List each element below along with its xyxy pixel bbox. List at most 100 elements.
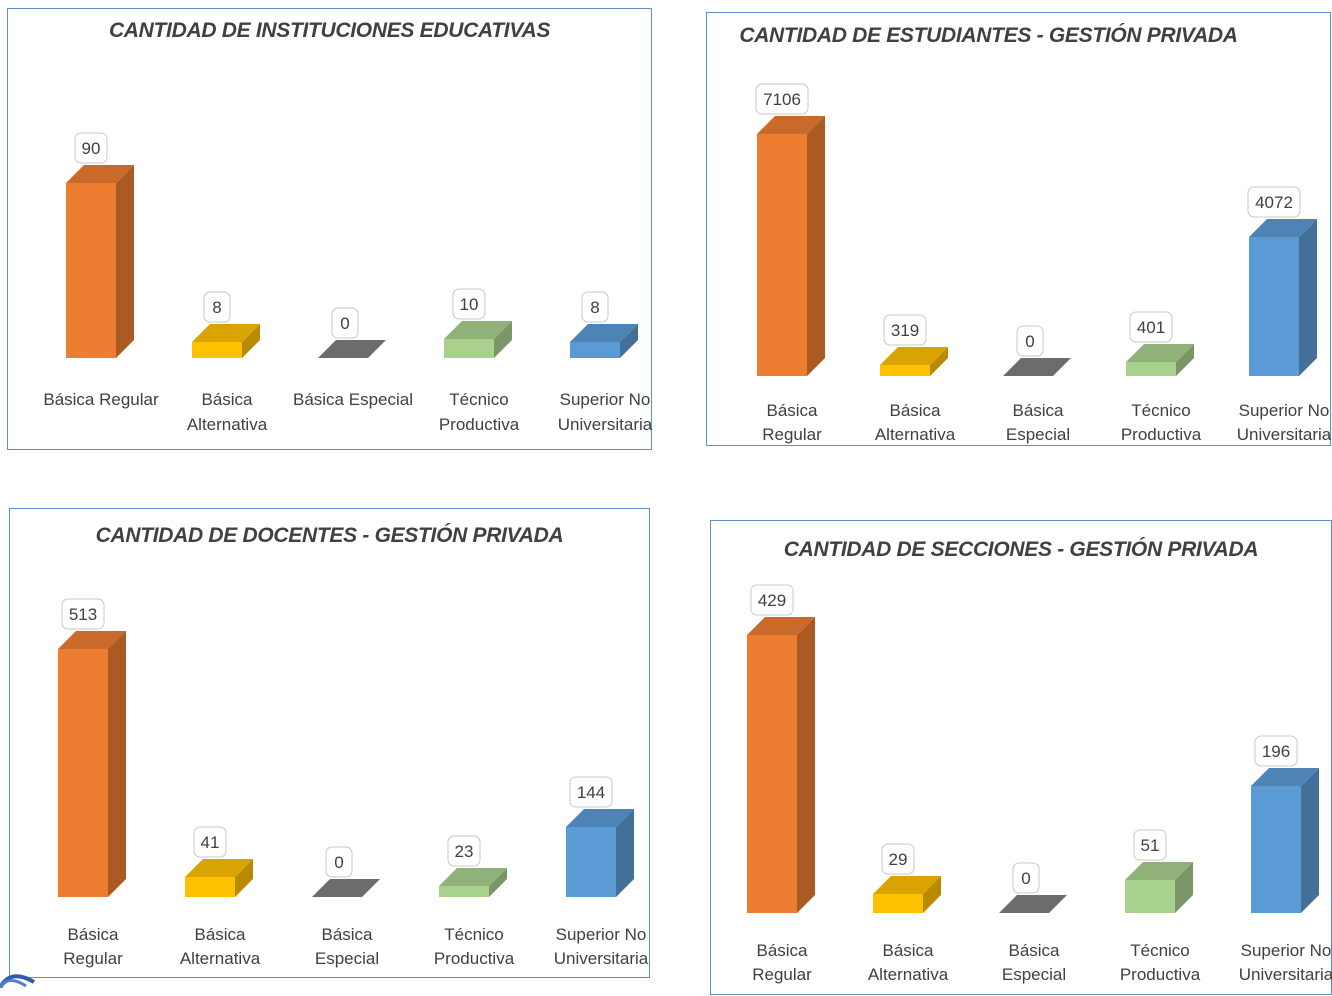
bar-front bbox=[1249, 237, 1299, 376]
data-label-text: 29 bbox=[889, 850, 908, 869]
bar-front bbox=[66, 183, 116, 358]
data-label: 90 bbox=[74, 132, 108, 164]
data-label-text: 319 bbox=[891, 321, 919, 340]
data-label-box bbox=[1247, 186, 1301, 218]
bar-basica_especial bbox=[1003, 358, 1071, 376]
category-label: Básica bbox=[756, 941, 808, 960]
bar-top bbox=[566, 809, 634, 827]
bar-basica_especial bbox=[318, 340, 386, 358]
bar-basica_regular bbox=[757, 116, 825, 376]
bar-side bbox=[116, 165, 134, 358]
bar-side bbox=[108, 631, 126, 897]
data-label: 8 bbox=[203, 291, 231, 323]
category-label: Alternativa bbox=[187, 415, 268, 434]
data-label: 401 bbox=[1129, 311, 1173, 343]
bar-front bbox=[444, 339, 494, 358]
data-label-text: 429 bbox=[758, 591, 786, 610]
bar-superior_no_universitaria bbox=[566, 809, 634, 897]
bar-superior_no_universitaria bbox=[1249, 219, 1317, 376]
data-label: 29 bbox=[881, 843, 915, 875]
category-label: Alternativa bbox=[875, 425, 956, 444]
data-label-text: 0 bbox=[1025, 332, 1034, 351]
bar-top bbox=[880, 347, 948, 365]
data-label: 10 bbox=[452, 288, 486, 320]
bar-side bbox=[1299, 219, 1317, 376]
bar-side bbox=[489, 868, 507, 897]
data-label-box bbox=[452, 288, 486, 320]
data-label-text: 513 bbox=[69, 605, 97, 624]
data-label-text: 8 bbox=[590, 298, 599, 317]
chart-panel-estudiantes: CANTIDAD DE ESTUDIANTES - GESTIÓN PRIVAD… bbox=[706, 12, 1332, 446]
bar-top bbox=[873, 876, 941, 894]
data-label-box bbox=[1129, 311, 1173, 343]
category-label: Básica bbox=[201, 390, 253, 409]
bar-front bbox=[747, 635, 797, 913]
data-label: 0 bbox=[325, 846, 353, 878]
bar-front bbox=[757, 134, 807, 376]
bar-side bbox=[235, 859, 253, 897]
bar-side bbox=[807, 116, 825, 376]
category-label: Especial bbox=[315, 949, 379, 968]
data-label-box bbox=[447, 835, 481, 867]
bar-front bbox=[1125, 880, 1175, 913]
category-label: Básica bbox=[1012, 401, 1064, 420]
chart-svg: 7106 Básica Regular 319 Básica Alternativa 0 Bá… bbox=[755, 83, 1332, 444]
data-label: 196 bbox=[1254, 735, 1298, 767]
category-label: Técnico bbox=[444, 925, 504, 944]
data-label-text: 0 bbox=[334, 853, 343, 872]
bar-basica_regular bbox=[58, 631, 126, 897]
data-label: 319 bbox=[883, 314, 927, 346]
data-label-text: 7106 bbox=[763, 90, 801, 109]
bar-basica_alternativa bbox=[880, 347, 948, 376]
chart-title: CANTIDAD DE ESTUDIANTES - GESTIÓN PRIVAD… bbox=[739, 24, 1238, 47]
data-label-box bbox=[581, 291, 609, 323]
category-label: Productiva bbox=[1121, 425, 1202, 444]
bar-front bbox=[1251, 786, 1301, 913]
category-label: Básica bbox=[67, 925, 119, 944]
bar-top bbox=[439, 868, 507, 886]
bar-basica_especial bbox=[999, 895, 1067, 913]
data-label-box bbox=[193, 826, 227, 858]
bar-side bbox=[930, 347, 948, 376]
category-label: Básica bbox=[882, 941, 934, 960]
category-label: Productiva bbox=[1120, 965, 1201, 984]
chart-title: CANTIDAD DE SECCIONES - GESTIÓN PRIVADA bbox=[783, 538, 1259, 561]
chart-panel-instituciones: CANTIDAD DE INSTITUCIONES EDUCATIVAS 90 B… bbox=[7, 8, 653, 450]
data-label: 23 bbox=[447, 835, 481, 867]
data-label: 0 bbox=[1012, 862, 1040, 894]
category-label: Alternativa bbox=[180, 949, 261, 968]
bar-top bbox=[1251, 768, 1319, 786]
bar-front bbox=[570, 342, 620, 358]
bar-top bbox=[58, 631, 126, 649]
bar-front bbox=[58, 649, 108, 897]
chart-panel-docentes: CANTIDAD DE DOCENTES - GESTIÓN PRIVADA 5… bbox=[9, 508, 650, 978]
bar-superior_no_universitaria bbox=[570, 324, 638, 358]
category-label: Básica bbox=[194, 925, 246, 944]
data-label-text: 144 bbox=[577, 783, 605, 802]
bar-top bbox=[444, 321, 512, 339]
data-label-text: 23 bbox=[455, 842, 474, 861]
bar-basica_alternativa bbox=[192, 324, 260, 358]
bar-front bbox=[185, 877, 235, 897]
category-label: Alternativa bbox=[868, 965, 949, 984]
bar-top bbox=[1249, 219, 1317, 237]
category-label: Universitaria bbox=[558, 415, 653, 434]
bar-tecnico_productiva bbox=[439, 868, 507, 897]
bar-side bbox=[242, 324, 260, 358]
bar-top bbox=[570, 324, 638, 342]
data-label: 51 bbox=[1133, 829, 1167, 861]
bar-basica_alternativa bbox=[873, 876, 941, 913]
category-label: Básica bbox=[889, 401, 941, 420]
data-label: 4072 bbox=[1247, 186, 1301, 218]
category-label: Especial bbox=[1006, 425, 1070, 444]
data-label: 0 bbox=[1016, 325, 1044, 357]
category-label: Básica Regular bbox=[43, 390, 159, 409]
bar-side bbox=[1176, 344, 1194, 376]
bar-top bbox=[192, 324, 260, 342]
bar-side bbox=[620, 324, 638, 358]
bar-side bbox=[616, 809, 634, 897]
chart-title: CANTIDAD DE INSTITUCIONES EDUCATIVAS bbox=[108, 19, 551, 42]
data-label-text: 8 bbox=[212, 298, 221, 317]
data-label: 144 bbox=[569, 776, 613, 808]
category-label: Productiva bbox=[439, 415, 520, 434]
